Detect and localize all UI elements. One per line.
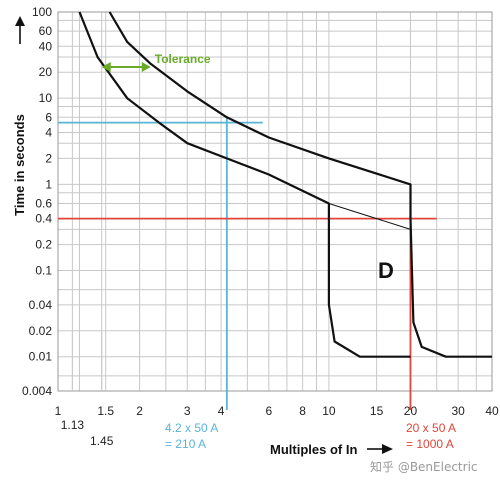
x-tick-label: 2 — [136, 404, 143, 418]
tolerance-arrow-left-icon — [101, 62, 111, 73]
x-tick-label-offset: 1.45 — [90, 434, 114, 448]
plot-frame — [57, 11, 493, 392]
x-tick-label: 10 — [322, 404, 336, 418]
grid — [57, 11, 493, 392]
trip-curve-1 — [108, 11, 492, 358]
tolerance-arrow-right-icon — [141, 62, 151, 73]
y-tick-label: 2 — [45, 151, 52, 165]
y-tick-label: 0.01 — [29, 350, 53, 364]
y-tick-label: 60 — [39, 24, 53, 38]
y-tick-label: 10 — [39, 91, 53, 105]
x-tick-label-offset: 1.13 — [61, 418, 85, 432]
y-tick-label: 0.04 — [29, 298, 53, 312]
y-tick-label: 1 — [45, 177, 52, 191]
blue-annotation-line1: 4.2 x 50 A — [165, 421, 218, 435]
x-tick-label: 30 — [451, 404, 465, 418]
red-annotation-line1: 20 x 50 A — [406, 421, 456, 435]
trip-curve-3 — [328, 203, 411, 230]
tolerance-marker: Tolerance — [101, 52, 211, 73]
y-tick-label: 100 — [32, 5, 52, 19]
x-tick-label: 1 — [55, 404, 62, 418]
y-axis-label: Time in seconds — [12, 114, 27, 216]
x-tick-label: 40 — [485, 404, 499, 418]
trip-curves — [78, 11, 492, 358]
y-tick-label: 0.004 — [22, 384, 52, 398]
y-tick-label: 20 — [39, 65, 53, 79]
y-tick-label: 6 — [45, 110, 52, 124]
x-tick-label: 8 — [299, 404, 306, 418]
y-axis-arrow-icon — [15, 16, 25, 44]
y-tick-label: 0.2 — [35, 238, 52, 252]
x-tick-label: 4 — [218, 404, 225, 418]
y-tick-label: 4 — [45, 125, 52, 139]
x-tick-label: 20 — [404, 404, 418, 418]
tolerance-label: Tolerance — [155, 52, 211, 66]
x-axis-label: Multiples of In — [270, 442, 357, 457]
blue-annotation-line2: = 210 A — [165, 437, 206, 451]
watermark: 知乎 @BenElectric — [370, 460, 478, 474]
x-tick-label: 3 — [184, 404, 191, 418]
y-tick-label: 0.1 — [35, 264, 52, 278]
red-annotation-line2: = 1000 A — [406, 437, 454, 451]
y-tick-label: 0.4 — [35, 212, 52, 226]
y-tick-label: 0.6 — [35, 196, 52, 210]
y-tick-label: 0.02 — [29, 324, 53, 338]
y-tick-label: 40 — [39, 39, 53, 53]
region-d-label: D — [378, 258, 394, 283]
x-tick-label: 6 — [265, 404, 272, 418]
x-axis-arrow-icon — [367, 444, 393, 454]
x-tick-label: 1.5 — [97, 404, 114, 418]
trip-curve-2 — [78, 11, 411, 358]
x-tick-label: 15 — [370, 404, 384, 418]
x-tick-labels: 1 1.5 2 3 4 6 8 10 15 20 30 40 1.13 1.45 — [55, 332, 499, 448]
